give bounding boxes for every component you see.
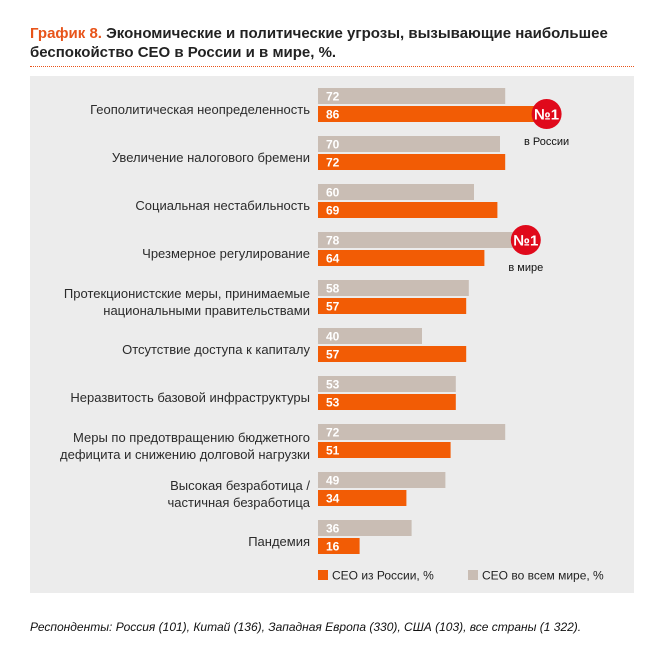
bar-world xyxy=(318,184,474,200)
bar-russia xyxy=(318,202,498,218)
chart-number: График 8. xyxy=(30,25,102,42)
badge-text: №1 xyxy=(513,233,538,250)
category-label: Пандемия xyxy=(248,534,310,549)
bar-label-russia: 53 xyxy=(326,396,340,410)
bar-label-world: 53 xyxy=(326,378,340,392)
bar-russia xyxy=(318,250,485,266)
legend-label-russia: CEO из России, % xyxy=(332,569,434,583)
number-one-badge xyxy=(531,99,562,129)
bar-world xyxy=(318,88,506,104)
category-label: Социальная нестабильность xyxy=(135,198,310,213)
category-label: национальными правительствами xyxy=(103,303,310,318)
bar-label-russia: 72 xyxy=(326,156,340,170)
bar-russia xyxy=(318,394,456,410)
chart-title-line2: беспокойство CEO в России и в мире, %. xyxy=(30,44,337,61)
bar-world xyxy=(318,376,456,392)
bar-label-russia: 57 xyxy=(326,348,340,362)
bar-world xyxy=(318,520,412,536)
bar-russia xyxy=(318,298,467,314)
chart-title: График 8. Экономические и политические у… xyxy=(30,24,630,62)
bar-russia xyxy=(318,106,542,122)
legend-label-world: CEO во всем мире, % xyxy=(482,569,604,583)
category-label: Высокая безработица / xyxy=(170,478,310,493)
bar-label-world: 72 xyxy=(326,90,340,104)
title-divider xyxy=(30,66,634,67)
bar-label-world: 40 xyxy=(326,330,340,344)
bar-label-world: 60 xyxy=(326,186,340,200)
bar-chart: 72 86 Геополитическая неопределенность 70 72… xyxy=(60,88,604,583)
bar-label-russia: 69 xyxy=(326,204,340,218)
bar-world xyxy=(318,136,500,152)
legend-swatch-world xyxy=(468,570,478,580)
category-label: Неразвитость базовой инфраструктуры xyxy=(70,390,310,405)
bar-russia xyxy=(318,346,467,362)
legend-swatch-russia xyxy=(318,570,328,580)
bar-russia xyxy=(318,490,407,506)
bar-label-russia: 16 xyxy=(326,540,340,554)
badge-caption: в мире xyxy=(508,262,543,274)
bar-world xyxy=(318,280,469,296)
category-label: Увеличение налогового бремени xyxy=(112,150,310,165)
category-label: частичная безработица xyxy=(168,495,311,510)
bar-label-world: 49 xyxy=(326,474,340,488)
chart-title-line1: Экономические и политические угрозы, выз… xyxy=(106,25,608,42)
bar-label-world: 70 xyxy=(326,138,340,152)
bar-label-world: 78 xyxy=(326,234,340,248)
category-label: Протекционистские меры, принимаемые xyxy=(64,286,310,301)
bar-label-russia: 86 xyxy=(326,108,340,122)
category-label: дефицита и снижению долговой нагрузки xyxy=(60,447,310,462)
bar-world xyxy=(318,424,506,440)
badge-caption: в России xyxy=(524,136,569,148)
bar-world xyxy=(318,328,422,344)
bar-label-world: 58 xyxy=(326,282,340,296)
category-label: Чрезмерное регулирование xyxy=(142,246,310,261)
bar-label-russia: 64 xyxy=(326,252,340,266)
category-label: Геополитическая неопределенность xyxy=(90,102,310,117)
bar-world xyxy=(318,472,446,488)
footnote: Респонденты: Россия (101), Китай (136), … xyxy=(30,620,582,634)
category-label: Отсутствие доступа к капиталу xyxy=(122,342,310,357)
chart-panel: 72 86 Геополитическая неопределенность 70 72… xyxy=(30,76,634,593)
number-one-badge xyxy=(510,225,541,255)
bar-label-russia: 57 xyxy=(326,300,340,314)
bar-label-world: 36 xyxy=(326,522,340,536)
bar-label-russia: 34 xyxy=(326,492,340,506)
bar-world xyxy=(318,232,521,248)
bar-russia xyxy=(318,442,451,458)
bar-russia xyxy=(318,538,360,554)
bar-russia xyxy=(318,154,506,170)
category-label: Меры по предотвращению бюджетного xyxy=(73,430,310,445)
bar-label-russia: 51 xyxy=(326,444,340,458)
badge-text: №1 xyxy=(534,107,559,124)
bar-label-world: 72 xyxy=(326,426,340,440)
